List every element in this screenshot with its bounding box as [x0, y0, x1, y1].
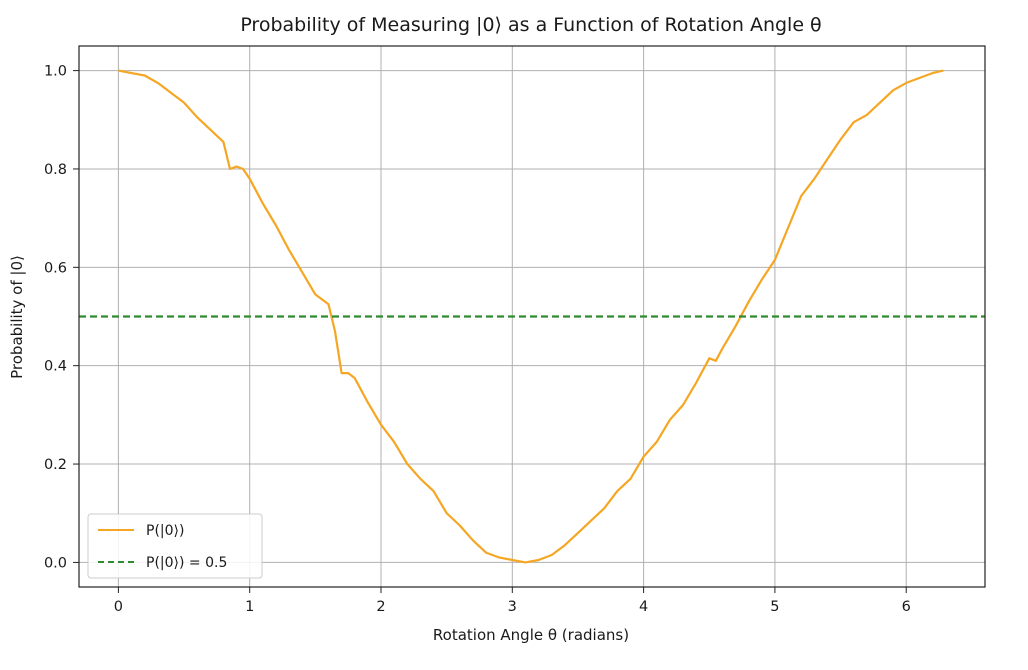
x-tick-label: 5 — [770, 599, 779, 615]
x-tick-label: 1 — [245, 599, 254, 615]
y-tick-label: 0.2 — [44, 457, 67, 473]
plot-frame — [78, 45, 986, 588]
x-tick-label: 6 — [902, 599, 911, 615]
y-tick-label: 0.8 — [44, 162, 67, 178]
chart-title: Probability of Measuring |0⟩ as a Functi… — [240, 14, 821, 36]
y-tick-label: 0.0 — [44, 555, 67, 571]
x-tick-label: 0 — [114, 599, 123, 615]
x-tick-label: 4 — [639, 599, 648, 615]
x-axis-label: Rotation Angle θ (radians) — [433, 626, 629, 644]
legend: P(|0⟩) P(|0⟩) = 0.5 — [87, 513, 263, 579]
y-ticks: 0.0 0.2 0.4 0.6 0.8 1.0 — [44, 64, 79, 571]
series-group — [79, 69, 985, 564]
x-tick-label: 3 — [508, 599, 517, 615]
y-tick-label: 0.4 — [44, 359, 67, 375]
x-ticks: 0 1 2 3 4 5 6 — [114, 587, 911, 615]
series-line-probability — [118, 69, 944, 564]
y-tick-label: 0.6 — [44, 260, 67, 276]
y-axis-label: Probability of |0⟩ — [8, 255, 26, 379]
x-tick-label: 2 — [376, 599, 385, 615]
y-tick-label: 1.0 — [44, 64, 67, 80]
legend-label-probability: P(|0⟩) — [146, 523, 184, 539]
legend-label-threshold: P(|0⟩) = 0.5 — [146, 555, 227, 571]
